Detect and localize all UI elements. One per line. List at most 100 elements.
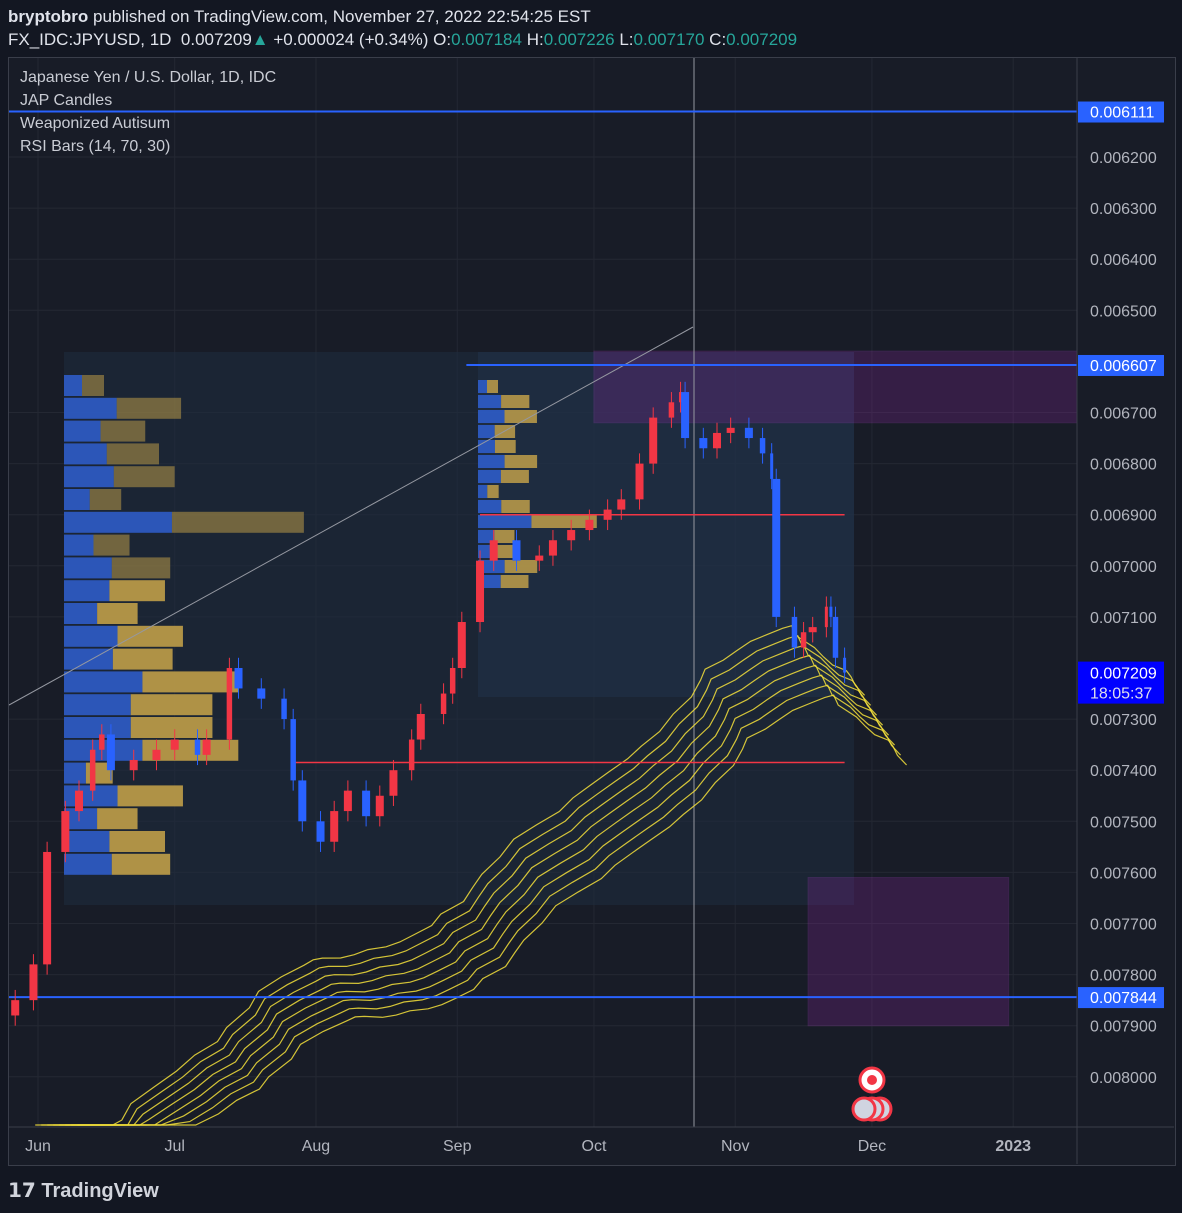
price-tick-label: 0.006300 (1090, 201, 1157, 218)
volume-bar-down (112, 648, 173, 670)
volume-bar-down (504, 410, 537, 423)
legend-indicator[interactable]: JAP Candles (20, 92, 113, 109)
price-tick-label: 0.007400 (1090, 763, 1157, 780)
candle (681, 392, 690, 439)
volume-bar-down (130, 694, 213, 716)
candle (449, 668, 456, 694)
time-tick-label: Sep (443, 1138, 472, 1155)
event-icon (867, 1075, 877, 1085)
candle (75, 790, 84, 812)
volume-bar-down (109, 580, 165, 602)
candle (99, 734, 105, 750)
volume-bar-down (494, 440, 516, 453)
candle (829, 606, 833, 617)
candle (29, 964, 38, 1001)
candle (617, 499, 626, 510)
volume-bar-down (501, 395, 530, 408)
price-tick-label: 0.007100 (1090, 610, 1157, 627)
volume-bar-down (116, 397, 182, 419)
last-price: 0.007209 (180, 30, 252, 49)
publish-date: published on TradingView.com, November 2… (93, 7, 591, 26)
candle (408, 739, 415, 771)
moving-average-ribbon (47, 644, 878, 1126)
candle (257, 688, 266, 699)
volume-bar-down (82, 375, 104, 396)
volume-bar-down (106, 443, 160, 465)
candle (489, 540, 498, 561)
price-tick-label: 0.007900 (1090, 1019, 1157, 1036)
volume-bar-up (478, 395, 502, 408)
volume-bar-down (487, 380, 498, 393)
moving-average-ribbon (59, 664, 890, 1126)
candle (226, 668, 233, 740)
candle (43, 851, 52, 965)
volume-bar-up (64, 762, 86, 784)
volume-bar-down (111, 557, 171, 579)
plot-area (9, 58, 1077, 1127)
volume-bar-up (64, 717, 131, 738)
volume-bar-up (64, 625, 118, 647)
candle (791, 616, 798, 648)
volume-bar-down (89, 489, 122, 510)
volume-bar-up (64, 466, 114, 488)
price-tick-label: 0.006900 (1090, 508, 1157, 525)
volume-bar-up (478, 425, 495, 438)
candle (440, 693, 447, 714)
candle (679, 392, 683, 403)
close-label: C: (709, 30, 727, 49)
candle (343, 790, 352, 812)
low-value: 0.007170 (633, 30, 705, 49)
volume-bar-down (501, 500, 530, 513)
close-value: 0.007209 (726, 30, 798, 49)
candle (234, 668, 243, 689)
author[interactable]: bryptobro (8, 7, 89, 26)
volume-bar-up (478, 380, 487, 393)
time-tick-label: Aug (302, 1138, 330, 1155)
candle (298, 780, 307, 822)
volume-bar-up (64, 603, 98, 624)
candle (635, 463, 644, 500)
volume-bar-down (487, 485, 499, 498)
tradingview-logo[interactable]: 𝟭𝟳 TradingView (8, 1178, 159, 1203)
candle (512, 540, 521, 561)
candle (457, 622, 466, 668)
legend-indicator[interactable]: RSI Bars (14, 70, 30) (20, 138, 171, 155)
volume-bar-up (64, 397, 117, 419)
volume-bar-down (97, 603, 138, 624)
volume-bar-down (100, 420, 146, 442)
candle (668, 402, 675, 418)
candle (744, 427, 753, 439)
volume-bar-down (113, 466, 175, 488)
candle (548, 540, 557, 556)
price-tick-label: 0.006800 (1090, 457, 1157, 474)
time-tick-label: Jun (25, 1138, 51, 1155)
candle (330, 811, 339, 842)
candle (726, 427, 735, 433)
volume-bar-up (478, 560, 505, 573)
symbol: FX_IDC:JPYUSD, 1D (8, 30, 172, 49)
legend-symbol[interactable]: Japanese Yen / U.S. Dollar, 1D, IDC (20, 69, 277, 86)
last-price-label: 0.007209 (1090, 666, 1157, 683)
level-price-badge (1078, 101, 1164, 123)
volume-bar-up (64, 534, 94, 556)
price-tick-label: 0.008000 (1090, 1070, 1157, 1087)
legend-indicator[interactable]: Weaponized Autisum (20, 115, 171, 132)
supply-demand-zone (807, 877, 1010, 1027)
volume-bar-up (64, 375, 82, 396)
last-price-badge (1078, 661, 1164, 704)
low-label: L: (619, 30, 634, 49)
volume-bar-up (64, 671, 143, 693)
volume-bar-up (478, 500, 502, 513)
candle (290, 719, 296, 781)
volume-bar-down (494, 530, 515, 543)
candle (89, 749, 96, 791)
candle (375, 795, 384, 817)
volume-bar-down (500, 575, 529, 588)
volume-bar-down (504, 455, 538, 468)
volume-bar-up (64, 557, 112, 579)
time-tick-label: Nov (721, 1138, 749, 1155)
trend-line (9, 326, 694, 706)
candle (770, 453, 774, 479)
candle (170, 739, 179, 750)
